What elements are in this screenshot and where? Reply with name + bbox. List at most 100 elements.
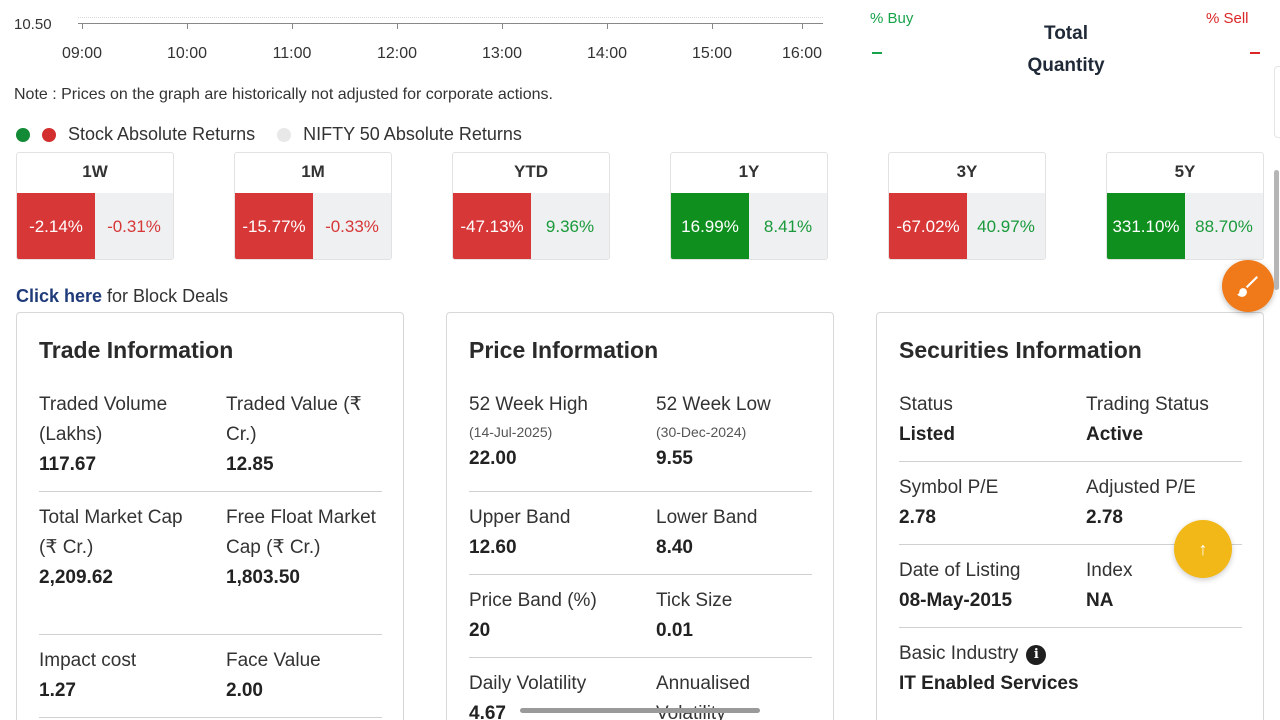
x-axis-tick <box>712 23 713 29</box>
x-axis-tick <box>397 23 398 29</box>
adjusted-pe-label: Adjusted P/E <box>1086 477 1196 498</box>
block-deals-link[interactable]: Click here <box>16 286 103 306</box>
face-value-value: 2.00 <box>226 680 263 701</box>
brush-icon[interactable] <box>1222 260 1274 312</box>
return-period-label: 3Y <box>956 162 978 181</box>
buy-percent-value <box>872 52 882 54</box>
info-icon[interactable]: i <box>1026 645 1047 665</box>
chart-gridline <box>78 17 823 18</box>
x-axis-line <box>78 23 823 24</box>
stock-return-value: -2.14% <box>17 193 95 259</box>
sell-percent-value <box>1250 52 1260 54</box>
returns-cards: 1W -2.14% -0.31% 1M -15.77% -0.33% YTD -47.13% 9… <box>16 152 1266 262</box>
row-divider <box>899 461 1242 462</box>
week-52-high: 52 Week High (14-Jul-2025) 22.00 <box>469 390 639 474</box>
traded-volume-value: 117.67 <box>39 454 97 475</box>
nifty-return-value: 8.41% <box>749 193 827 259</box>
status: Status Listed <box>899 390 1069 450</box>
x-axis-tick-label: 15:00 <box>691 45 733 62</box>
basic-industry: Basic Industry i IT Enabled Services <box>899 639 1199 699</box>
total-quantity-line2: Quantity <box>1027 55 1105 76</box>
x-axis-tick <box>292 23 293 29</box>
week-52-low-value: 9.55 <box>656 448 693 469</box>
free-float-market-cap-value: 1,803.50 <box>226 567 300 588</box>
impact-cost: Impact cost 1.27 <box>39 646 209 706</box>
return-values: 16.99% 8.41% <box>671 193 827 259</box>
adjusted-pe: Adjusted P/E 2.78 <box>1086 473 1256 533</box>
legend-grey-dot <box>277 127 292 142</box>
impact-cost-label: Impact cost <box>39 650 137 671</box>
date-of-listing: Date of Listing 08-May-2015 <box>899 556 1079 616</box>
return-card-3y: 3Y -67.02% 40.97% <box>888 152 1046 260</box>
nifty-return-value: -0.31% <box>95 193 173 259</box>
week-52-low-label: 52 Week Low <box>656 394 771 415</box>
total-market-cap: Total Market Cap (₹ Cr.) 2,209.62 <box>39 503 189 593</box>
return-period-label: YTD <box>514 162 548 181</box>
index-value: NA <box>1086 590 1114 611</box>
chart-note: Note : Prices on the graph are historica… <box>14 86 553 103</box>
week-52-low-date: (30-Dec-2024) <box>656 424 747 440</box>
stock-return-value: -15.77% <box>235 193 313 259</box>
nifty-return-value: 88.70% <box>1185 193 1263 259</box>
week-52-high-label: 52 Week High <box>469 394 588 415</box>
horizontal-scrollbar[interactable] <box>520 708 760 713</box>
card-title: Price Information <box>469 337 659 363</box>
row-divider <box>469 657 812 658</box>
x-axis-tick <box>802 23 803 29</box>
return-values: -15.77% -0.33% <box>235 193 391 259</box>
buy-percent-label: % Buy <box>870 10 914 27</box>
stock-return-value: 331.10% <box>1107 193 1185 259</box>
total-market-cap-label: Total Market Cap (₹ Cr.) <box>39 507 183 558</box>
brush-icon-svg <box>1237 276 1258 297</box>
legend-nifty-label: NIFTY 50 Absolute Returns <box>303 124 522 144</box>
return-period-label: 1W <box>82 162 108 181</box>
free-float-market-cap-label: Free Float Market Cap (₹ Cr.) <box>226 507 376 558</box>
traded-value-label: Traded Value (₹ Cr.) <box>226 394 362 445</box>
price-band-label: Price Band (%) <box>469 590 597 611</box>
return-period-label: 1Y <box>738 162 760 181</box>
symbol-pe-label: Symbol P/E <box>899 477 999 498</box>
return-card-5y: 5Y 331.10% 88.70% <box>1106 152 1264 260</box>
traded-value: Traded Value (₹ Cr.) 12.85 <box>226 390 386 480</box>
traded-volume: Traded Volume (Lakhs) 117.67 <box>39 390 209 480</box>
price-information-card: Price Information 52 Week High (14-Jul-2… <box>446 312 834 720</box>
securities-information-card: Securities Information Status Listed Tra… <box>876 312 1264 720</box>
tick-size-label: Tick Size <box>656 590 733 611</box>
stock-return-value: -67.02% <box>889 193 967 259</box>
sell-percent-label: % Sell <box>1206 10 1249 27</box>
upper-band: Upper Band 12.60 <box>469 503 639 563</box>
returns-legend: Stock Absolute Returns NIFTY 50 Absolute… <box>16 124 522 145</box>
row-divider <box>469 574 812 575</box>
x-axis-tick <box>502 23 503 29</box>
stock-return-value: -47.13% <box>453 193 531 259</box>
scroll-to-top-button[interactable]: ↑ <box>1174 520 1232 578</box>
date-of-listing-label: Date of Listing <box>899 560 1021 581</box>
index-label: Index <box>1086 560 1133 581</box>
vertical-scrollbar[interactable] <box>1274 170 1279 290</box>
index: Index NA <box>1086 556 1256 616</box>
total-market-cap-value: 2,209.62 <box>39 567 113 588</box>
basic-industry-value: IT Enabled Services <box>899 673 1079 694</box>
tick-size: Tick Size 0.01 <box>656 586 816 646</box>
x-axis-tick-label: 10:00 <box>166 45 208 62</box>
return-values: -2.14% -0.31% <box>17 193 173 259</box>
row-divider <box>39 717 382 718</box>
card-title: Securities Information <box>899 337 1142 363</box>
date-of-listing-value: 08-May-2015 <box>899 590 1013 611</box>
week-52-high-date: (14-Jul-2025) <box>469 424 553 440</box>
lower-band-value: 8.40 <box>656 537 693 558</box>
row-divider <box>39 634 382 635</box>
x-axis-tick-label: 16:00 <box>781 45 823 62</box>
legend-red-dot <box>42 127 56 142</box>
price-band: Price Band (%) 20 <box>469 586 639 646</box>
symbol-pe-value: 2.78 <box>899 507 936 528</box>
status-label: Status <box>899 394 953 415</box>
week-52-high-value: 22.00 <box>469 448 517 469</box>
card-title: Trade Information <box>39 337 234 363</box>
return-card-1w: 1W -2.14% -0.31% <box>16 152 174 260</box>
face-value-label: Face Value <box>226 650 321 671</box>
traded-volume-label: Traded Volume (Lakhs) <box>39 394 168 445</box>
daily-volatility-value: 4.67 <box>469 703 506 720</box>
return-card-1y: 1Y 16.99% 8.41% <box>670 152 828 260</box>
x-axis-tick <box>187 23 188 29</box>
